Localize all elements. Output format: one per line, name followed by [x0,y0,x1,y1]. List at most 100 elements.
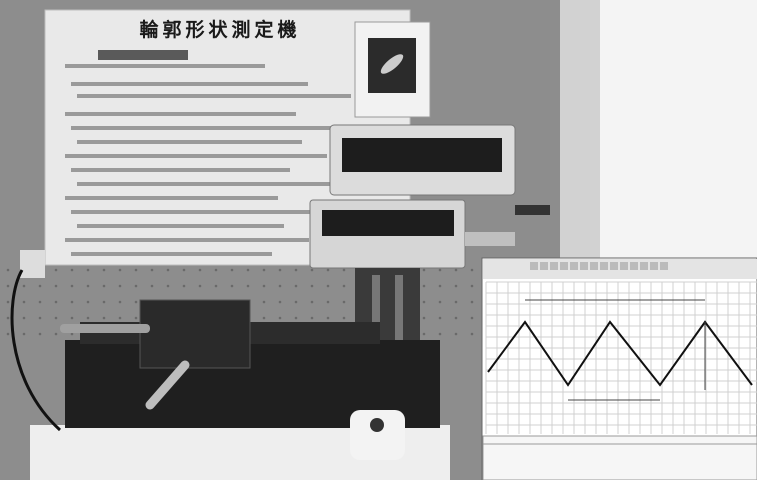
tool-button [560,262,568,270]
peg-hole [326,268,330,272]
peg-hole [166,284,170,288]
board-text-line [65,112,296,116]
tool-button [610,262,618,270]
tool-button [580,262,588,270]
peg-hole [342,300,346,304]
peg-hole [262,268,266,272]
peg-hole [134,268,138,272]
peg-hole [102,316,106,320]
peg-hole [38,300,42,304]
peg-hole [470,284,474,288]
peg-hole [422,300,426,304]
peg-hole [438,268,442,272]
peg-hole [326,284,330,288]
peg-hole [438,332,442,336]
tool-button [660,262,668,270]
peg-hole [102,268,106,272]
peg-hole [118,316,122,320]
peg-hole [342,284,346,288]
outlet [20,250,45,278]
board-label [98,50,188,60]
peg-hole [38,332,42,336]
board-text-line [77,224,284,228]
peg-hole [198,284,202,288]
peg-hole [54,284,58,288]
peg-hole [230,268,234,272]
board-text-line [71,252,272,256]
board-text-line [71,82,308,86]
peg-hole [214,268,218,272]
logo-mark [380,54,404,74]
drive-window [322,210,454,236]
peg-hole [70,284,74,288]
board-text-line [65,196,278,200]
joystick [350,410,405,460]
handle-wheel [515,205,550,215]
peg-hole [22,316,26,320]
peg-hole [246,268,250,272]
tool-button [620,262,628,270]
peg-hole [278,268,282,272]
peg-hole [470,268,474,272]
peg-hole [422,332,426,336]
tool-button [630,262,638,270]
peg-hole [278,284,282,288]
board-text-line [65,154,327,158]
peg-hole [422,268,426,272]
peg-hole [86,316,90,320]
peg-hole [294,300,298,304]
column-slot [372,275,380,360]
tool-button [530,262,538,270]
xy-stage [139,299,251,369]
board-text-line [71,210,321,214]
peg-hole [454,268,458,272]
drive-shaft [465,232,515,246]
peg-hole [70,268,74,272]
peg-hole [6,284,10,288]
peg-hole [246,284,250,288]
peg-hole [6,332,10,336]
peg-hole [70,300,74,304]
peg-hole [38,284,42,288]
peg-hole [118,300,122,304]
board-text-line [71,126,339,130]
peg-hole [70,332,74,336]
peg-hole [262,316,266,320]
peg-hole [6,268,10,272]
peg-hole [422,316,426,320]
peg-hole [454,316,458,320]
display-window [342,138,502,172]
peg-hole [438,300,442,304]
peg-hole [198,268,202,272]
peg-hole [22,332,26,336]
peg-hole [342,268,346,272]
peg-hole [342,316,346,320]
stage-handle [60,324,150,333]
board-text-line [77,140,302,144]
peg-hole [326,300,330,304]
peg-hole [454,332,458,336]
graph-grid [485,281,757,434]
peg-hole [278,300,282,304]
tool-button [590,262,598,270]
background-white [600,0,757,260]
stage-lever [145,360,190,410]
peg-hole [6,300,10,304]
peg-hole [150,268,154,272]
peg-hole [118,284,122,288]
peg-hole [294,268,298,272]
board-text-line [65,64,265,68]
result-table [482,435,757,480]
board-title: 輪郭形状測定機 [139,18,300,41]
peg-hole [454,300,458,304]
peg-hole [134,284,138,288]
peg-hole [166,268,170,272]
peg-hole [150,284,154,288]
board-text-line [65,238,309,242]
peg-hole [310,300,314,304]
peg-hole [422,284,426,288]
peg-hole [86,284,90,288]
peg-hole [118,268,122,272]
tool-button [640,262,648,270]
board-text-line [77,94,351,98]
